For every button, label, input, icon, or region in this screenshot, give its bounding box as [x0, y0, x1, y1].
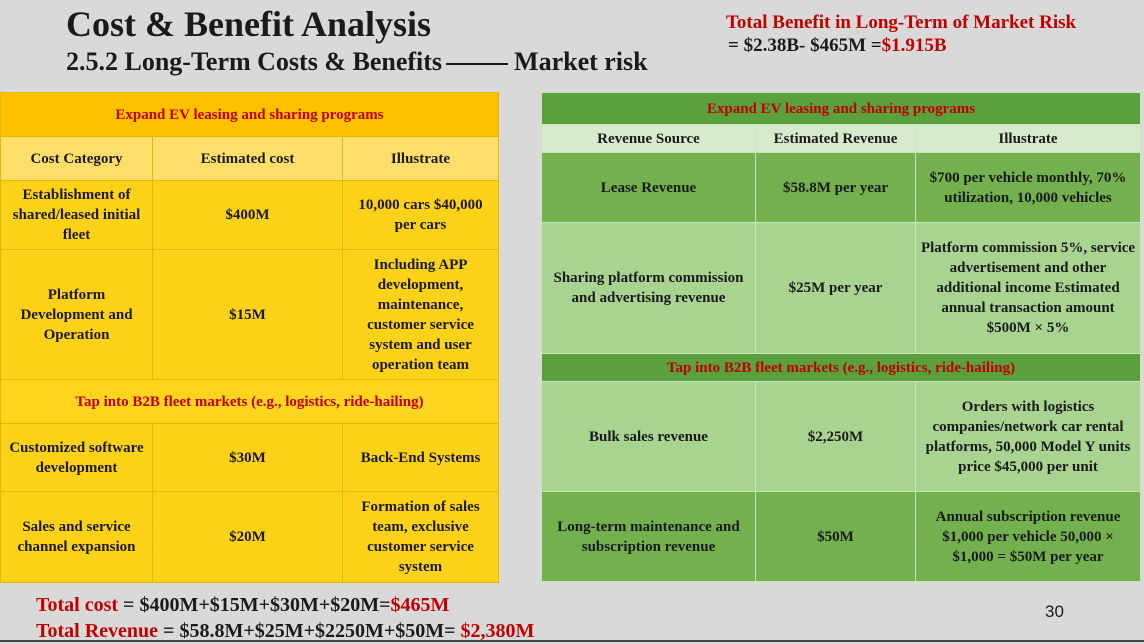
revenue-value-cell: $25M per year	[755, 222, 916, 354]
cost-illustrate-cell: Back-End Systems	[341, 423, 500, 492]
revenue-section-2-header: Tap into B2B fleet markets (e.g., logist…	[540, 353, 1142, 382]
total-revenue-line: Total Revenue = $58.8M+$25M+$2250M+$50M=…	[36, 619, 534, 643]
total-benefit-formula: = $2.38B- $465M =$1.915B	[728, 35, 947, 57]
cost-header-illustrate: Illustrate	[341, 136, 500, 181]
subtitle-left: 2.5.2 Long-Term Costs & Benefits	[66, 47, 443, 76]
total-cost-result: $465M	[390, 594, 450, 616]
cost-table: Expand EV leasing and sharing programs C…	[0, 92, 500, 583]
revenue-illustrate-cell: Annual subscription revenue $1,000 per v…	[914, 491, 1142, 582]
cost-header-row: Cost Category Estimated cost Illustrate	[0, 136, 500, 181]
revenue-source-cell: Bulk sales revenue	[541, 381, 756, 492]
total-benefit-formula-prefix: = $2.38B- $465M =	[728, 35, 882, 56]
revenue-value-cell: $50M	[755, 491, 916, 582]
revenue-value-cell: $2,250M	[755, 381, 916, 492]
revenue-section-row: Tap into B2B fleet markets (e.g., logist…	[540, 353, 1142, 382]
table-row: Sharing platform commission and advertis…	[541, 222, 1142, 354]
cost-section-1-header: Expand EV leasing and sharing programs	[0, 92, 500, 137]
revenue-section-row: Expand EV leasing and sharing programs	[540, 92, 1142, 125]
table-row: Platform Development and Operation $15M …	[0, 249, 500, 380]
revenue-illustrate-cell: $700 per vehicle monthly, 70% utilizatio…	[914, 152, 1142, 223]
total-revenue-result: $2,380M	[460, 620, 535, 642]
total-revenue-formula: = $58.8M+$25M+$2250M+$50M=	[163, 620, 456, 642]
table-row: Sales and service channel expansion $20M…	[0, 491, 500, 583]
cost-header-cost: Estimated cost	[152, 136, 343, 181]
revenue-illustrate-cell: Orders with logistics companies/network …	[914, 381, 1142, 492]
cost-section-row: Expand EV leasing and sharing programs	[0, 92, 500, 137]
cost-category-cell: Customized software development	[0, 423, 153, 492]
table-row: Lease Revenue $58.8M per year $700 per v…	[541, 152, 1142, 223]
total-cost-formula: = $400M+$15M+$30M+$20M=	[123, 594, 391, 616]
subtitle-dash	[446, 63, 509, 66]
page-subtitle: 2.5.2 Long-Term Costs & Benefits Market r…	[66, 46, 648, 78]
total-cost-label: Total cost	[36, 594, 119, 616]
cost-category-cell: Establishment of shared/leased initial f…	[0, 180, 153, 250]
revenue-value-cell: $58.8M per year	[755, 152, 916, 223]
revenue-header-row: Revenue Source Estimated Revenue Illustr…	[541, 124, 1142, 153]
cost-illustrate-cell: 10,000 cars $40,000 per cars	[341, 180, 500, 250]
cost-value-cell: $400M	[152, 180, 343, 250]
table-row: Long-term maintenance and subscription r…	[541, 491, 1142, 582]
revenue-header-source: Revenue Source	[541, 124, 756, 153]
cost-illustrate-cell: Formation of sales team, exclusive custo…	[341, 491, 500, 583]
subtitle-right: Market risk	[514, 47, 648, 76]
cost-value-cell: $20M	[152, 491, 343, 583]
revenue-table: Expand EV leasing and sharing programs R…	[540, 92, 1142, 582]
total-revenue-label: Total Revenue	[36, 620, 159, 642]
revenue-header-revenue: Estimated Revenue	[755, 124, 916, 153]
cost-value-cell: $30M	[152, 423, 343, 492]
bottom-divider	[0, 640, 1144, 642]
revenue-section-1-header: Expand EV leasing and sharing programs	[540, 92, 1142, 125]
cost-section-2-header: Tap into B2B fleet markets (e.g., logist…	[0, 379, 500, 424]
cost-value-cell: $15M	[152, 249, 343, 380]
revenue-source-cell: Sharing platform commission and advertis…	[541, 222, 756, 354]
cost-illustrate-cell: Including APP development, maintenance, …	[341, 249, 500, 380]
table-row: Establishment of shared/leased initial f…	[0, 180, 500, 250]
total-cost-line: Total cost = $400M+$15M+$30M+$20M=$465M	[36, 593, 449, 617]
revenue-illustrate-cell: Platform commission 5%, service advertis…	[914, 222, 1142, 354]
revenue-header-illustrate: Illustrate	[914, 124, 1142, 153]
cost-category-cell: Platform Development and Operation	[0, 249, 153, 380]
total-benefit-result: $1.915B	[881, 35, 947, 56]
cost-category-cell: Sales and service channel expansion	[0, 491, 153, 583]
table-row: Customized software development $30M Bac…	[0, 423, 500, 492]
page-number: 30	[1045, 602, 1064, 621]
cost-section-row: Tap into B2B fleet markets (e.g., logist…	[0, 379, 500, 424]
cost-header-category: Cost Category	[0, 136, 153, 181]
revenue-source-cell: Lease Revenue	[541, 152, 756, 223]
revenue-source-cell: Long-term maintenance and subscription r…	[541, 491, 756, 582]
page-title: Cost & Benefit Analysis	[66, 4, 432, 44]
total-benefit-title: Total Benefit in Long-Term of Market Ris…	[726, 12, 1077, 33]
table-row: Bulk sales revenue $2,250M Orders with l…	[541, 381, 1142, 492]
